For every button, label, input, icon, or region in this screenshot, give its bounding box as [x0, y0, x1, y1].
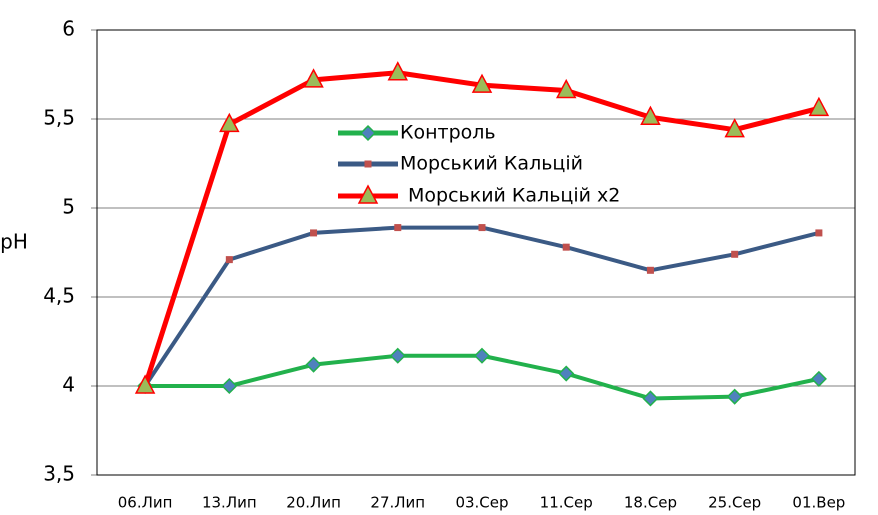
y-tick-label: 5,5	[43, 106, 75, 130]
point	[222, 379, 236, 393]
x-tick-label: 20.Лип	[286, 494, 341, 512]
point	[559, 367, 573, 381]
legend-label: Морський Кальцій	[400, 153, 583, 175]
point	[391, 349, 405, 363]
point	[810, 98, 828, 115]
point	[310, 229, 317, 236]
point	[647, 267, 654, 274]
x-tick-label: 03.Сер	[455, 494, 508, 512]
chart: pH 3,5 4 4,5 5 5,5 6 06.Лип 13.Лип 20.Лип 27.Лип 0…	[0, 0, 878, 515]
legend-marker	[365, 161, 372, 168]
x-tick-label: 18.Сер	[624, 494, 677, 512]
y-tick-label: 4	[62, 373, 75, 397]
point	[643, 391, 657, 405]
x-tick-label: 25.Сер	[708, 494, 761, 512]
x-tick-label: 01.Вер	[792, 494, 845, 512]
point	[475, 349, 489, 363]
point	[307, 358, 321, 372]
y-tick-label: 4,5	[43, 284, 75, 308]
y-tick-label: 6	[62, 17, 75, 41]
point	[226, 256, 233, 263]
y-tick-label: 5	[62, 195, 75, 219]
legend-label: Морський Кальцій x2	[408, 185, 620, 207]
x-tick-label: 11.Сер	[540, 494, 593, 512]
x-tick-label: 06.Лип	[118, 494, 173, 512]
point	[728, 390, 742, 404]
point	[731, 251, 738, 258]
y-axis-label: pH	[0, 230, 28, 254]
point	[563, 244, 570, 251]
x-tick-label: 13.Лип	[202, 494, 257, 512]
y-tick-label: 3,5	[43, 462, 75, 486]
legend-marker	[361, 126, 375, 140]
point	[812, 372, 826, 386]
point	[815, 229, 822, 236]
point	[479, 224, 486, 231]
point	[394, 224, 401, 231]
legend-label: Контроль	[400, 122, 496, 144]
x-tick-label: 27.Лип	[370, 494, 425, 512]
